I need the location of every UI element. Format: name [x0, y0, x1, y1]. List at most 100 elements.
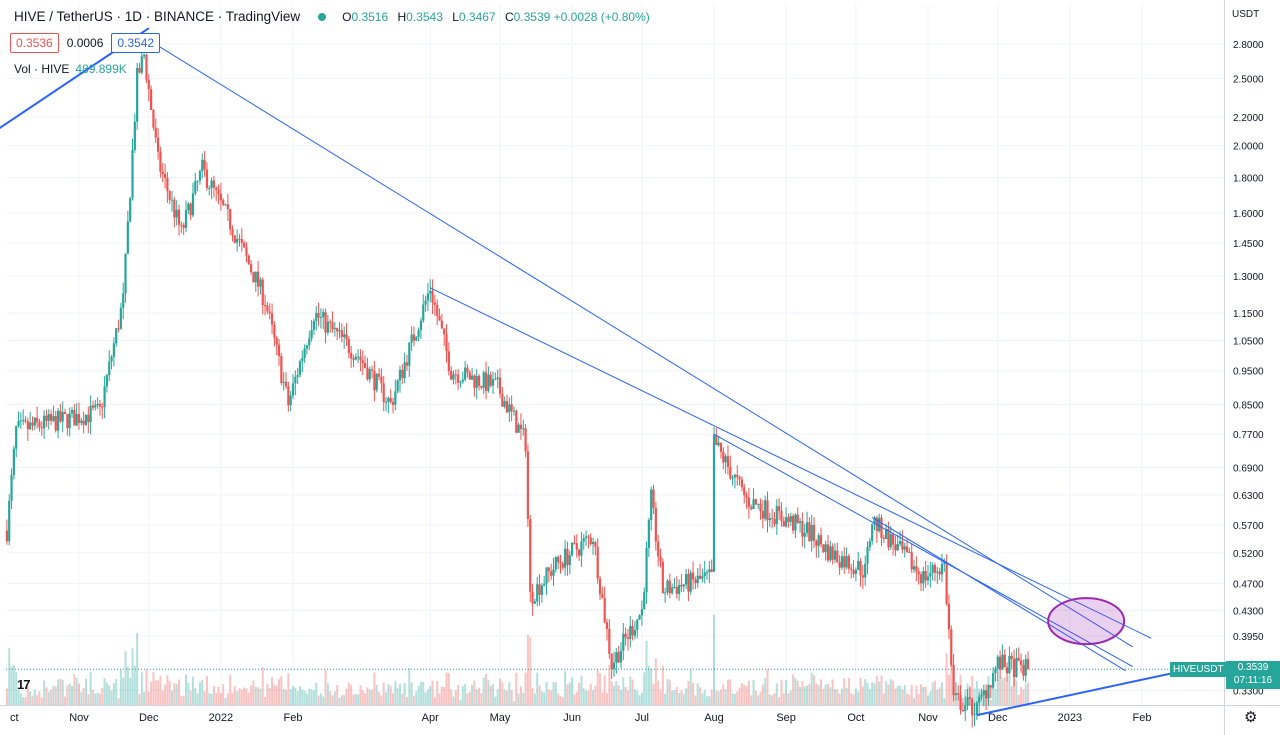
candle-body	[122, 293, 125, 308]
candle-body	[405, 362, 409, 366]
candle-body	[226, 204, 229, 210]
volume-bar	[226, 693, 229, 705]
volume-bar	[652, 683, 655, 705]
volume-bar	[945, 653, 948, 705]
volume-bar	[961, 697, 964, 705]
chart-legend: HIVE / TetherUS · 1D · BINANCE · Trading…	[14, 9, 656, 24]
candle-body	[277, 344, 281, 357]
candle-body	[203, 159, 206, 170]
volume-bar	[643, 672, 646, 705]
volume-bar	[789, 690, 792, 705]
candle-body	[370, 369, 374, 371]
volume-bar	[24, 696, 27, 705]
volume-bar	[489, 685, 492, 705]
candle-body	[482, 372, 485, 388]
candle-body	[524, 428, 527, 452]
volume-bar	[715, 690, 718, 705]
volume-bar	[345, 688, 348, 705]
candle-body	[796, 514, 799, 523]
volume-bar	[43, 680, 46, 705]
volume-bar	[224, 697, 227, 705]
volume-bar	[178, 679, 181, 705]
candle-body	[526, 451, 530, 520]
volume-bar	[929, 691, 932, 705]
sell-button[interactable]: 0.3536	[10, 33, 59, 53]
candle-body	[110, 356, 113, 362]
candle-body	[217, 189, 220, 194]
candle-body	[819, 535, 823, 545]
bid-ask-row: 0.3536 0.0006 0.3542	[10, 33, 161, 53]
candle-body	[89, 405, 92, 423]
volume-bar	[787, 693, 790, 705]
symbol-title[interactable]: HIVE / TetherUS · 1D · BINANCE · Trading…	[14, 9, 301, 24]
volume-bar	[382, 682, 385, 705]
candle-body	[712, 435, 716, 572]
volume-bar	[1022, 689, 1025, 705]
candle-body	[259, 279, 262, 287]
volume-bar	[1006, 682, 1009, 705]
volume-bar	[612, 685, 615, 705]
volume-bar	[140, 672, 143, 705]
candle-body	[698, 575, 702, 579]
buy-button[interactable]: 0.3542	[111, 33, 161, 53]
volume-bar	[1027, 682, 1030, 705]
candle-body	[184, 210, 188, 228]
volume-bar	[426, 689, 429, 705]
volume-bar	[275, 686, 278, 705]
candle-body	[145, 54, 148, 80]
candle-body	[212, 180, 216, 188]
gear-icon[interactable]: ⚙	[1244, 709, 1258, 726]
volume-bar	[657, 680, 660, 705]
volume-bar	[592, 690, 595, 705]
candle-body	[994, 668, 997, 674]
volume-bar	[675, 686, 678, 705]
candle-body	[903, 546, 906, 550]
currency-unit[interactable]: USDT	[1232, 9, 1260, 20]
time-tick-label: Jul	[635, 712, 649, 724]
volume-bar	[219, 693, 222, 705]
candle-body	[210, 180, 213, 188]
candle-body	[403, 362, 406, 379]
candle-body	[426, 293, 430, 301]
candle-body	[152, 109, 155, 128]
volume-bar	[689, 670, 692, 705]
tradingview-logo[interactable]: 17	[17, 677, 31, 692]
candle-body	[710, 569, 713, 572]
volume-bar	[117, 698, 120, 705]
candle-body	[289, 395, 292, 406]
volume-legend[interactable]: Vol · HIVE 489.899K	[14, 62, 127, 76]
candle-body	[996, 656, 999, 669]
volume-bar	[326, 683, 329, 705]
candle-body	[136, 67, 139, 122]
candle-body	[294, 377, 297, 384]
price-tick-label: 0.4700	[1233, 579, 1264, 590]
volume-bar	[129, 677, 132, 705]
last-price-value: 0.3539	[1237, 662, 1269, 673]
candle-body	[587, 536, 590, 538]
volume-bar	[254, 686, 257, 705]
volume-bar	[903, 684, 906, 705]
volume-bar	[68, 683, 71, 705]
candle-body	[447, 351, 450, 372]
volume-bar	[699, 687, 702, 705]
volume-bar	[571, 677, 574, 705]
volume-bar	[98, 693, 101, 705]
volume-bar	[366, 687, 369, 705]
volume-bar	[687, 680, 690, 705]
volume-bar	[10, 666, 13, 705]
volume-bar	[152, 671, 155, 705]
volume-bar	[694, 695, 697, 705]
open-value: 0.3516	[351, 9, 389, 24]
volume-bar	[880, 675, 883, 705]
volume-bar	[454, 690, 457, 705]
candle-body	[143, 54, 146, 57]
price-tick-label: 2.5000	[1233, 74, 1264, 85]
candle-body	[231, 229, 234, 236]
candle-body	[336, 328, 339, 332]
candle-body	[768, 518, 771, 521]
candle-body	[8, 500, 11, 542]
volume-bar	[238, 688, 241, 705]
volume-bar	[522, 692, 525, 705]
time-tick-label: Nov	[69, 712, 89, 724]
